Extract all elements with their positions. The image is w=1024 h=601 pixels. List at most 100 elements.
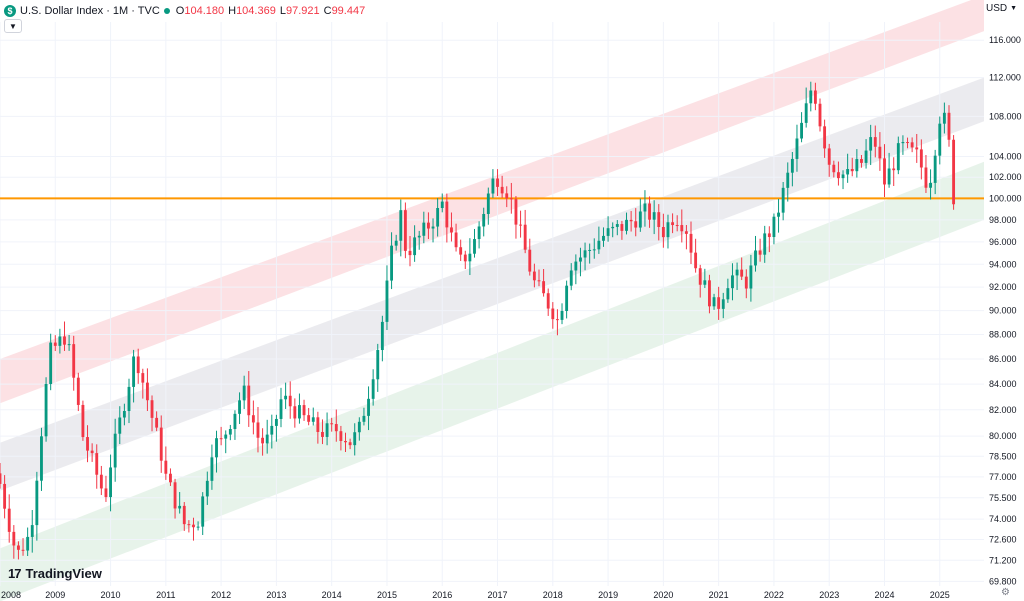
candle-body <box>731 275 734 289</box>
candle <box>367 386 370 431</box>
candle-body <box>201 496 205 527</box>
candle-body <box>758 250 762 255</box>
candle-body <box>606 228 610 236</box>
candle-body <box>684 231 688 234</box>
candle <box>40 427 43 491</box>
candle-body <box>887 168 891 185</box>
candle <box>196 521 200 531</box>
collapse-legend-button[interactable]: ▼ <box>4 19 22 33</box>
y-tick-label: 71.200 <box>989 555 1017 565</box>
candle <box>772 213 776 245</box>
candle <box>247 371 251 427</box>
candle-body <box>919 149 923 168</box>
candle <box>855 149 859 178</box>
candle-body <box>228 429 232 435</box>
candle <box>790 151 794 187</box>
gear-icon[interactable]: ⚙ <box>1001 587 1010 598</box>
y-tick-label: 84.000 <box>989 379 1017 389</box>
candle <box>284 382 288 409</box>
tradingview-logo[interactable]: 17 TradingView <box>8 566 102 581</box>
candle-body <box>95 453 99 475</box>
y-tick-label: 116.000 <box>989 35 1021 45</box>
candle <box>560 303 564 325</box>
candle <box>565 280 569 319</box>
candle-body <box>551 308 555 320</box>
candle <box>523 209 527 254</box>
candle-body <box>21 549 25 551</box>
candle-body <box>675 225 679 227</box>
candle-body <box>883 158 886 185</box>
candle <box>892 157 896 187</box>
candle-body <box>288 395 292 407</box>
candle <box>390 232 394 290</box>
candle <box>818 98 822 132</box>
candle <box>413 225 417 262</box>
candle <box>804 87 808 128</box>
ohlc-close-value: 99.447 <box>331 5 366 17</box>
candle-body <box>514 199 518 225</box>
candle <box>505 186 509 208</box>
x-tick-label: 2025 <box>930 590 950 600</box>
candle-body <box>265 434 269 444</box>
y-tick-label: 75.500 <box>989 493 1017 503</box>
candle-body <box>924 167 928 188</box>
ohlc-high-label: H <box>228 5 237 17</box>
currency-selector[interactable]: USD ▼ <box>986 3 1017 14</box>
candle-body <box>164 460 168 474</box>
candle-body <box>463 254 467 262</box>
candle <box>906 137 909 149</box>
candle <box>809 81 813 112</box>
candle-body <box>560 310 564 320</box>
candle <box>357 417 361 441</box>
candle-body <box>717 297 721 309</box>
candle <box>274 414 278 442</box>
candle <box>491 169 495 198</box>
candle <box>717 286 721 320</box>
candle-body <box>251 415 255 423</box>
candle-body <box>735 269 739 276</box>
candle <box>910 137 914 153</box>
x-tick-label: 2024 <box>874 590 894 600</box>
y-tick-label: 77.000 <box>989 472 1017 482</box>
candle <box>823 119 827 158</box>
candle <box>592 238 596 259</box>
y-tick-label: 86.000 <box>989 354 1017 364</box>
candle <box>99 465 103 496</box>
y-tick-label: 90.000 <box>989 306 1017 316</box>
candle-body <box>436 208 440 227</box>
channel-bands <box>0 0 984 601</box>
candle <box>671 213 675 234</box>
candle-body <box>99 474 103 489</box>
candle <box>666 214 670 249</box>
x-tick-label: 2012 <box>211 590 231 600</box>
candle-body <box>786 172 790 188</box>
y-tick-label: 74.000 <box>989 514 1017 524</box>
candle-body <box>348 442 352 446</box>
candle <box>104 475 108 502</box>
candle <box>532 263 536 288</box>
y-tick-label: 78.500 <box>989 451 1017 461</box>
candle-body <box>468 253 472 262</box>
candle <box>597 226 601 254</box>
candle <box>16 541 20 560</box>
candle-body <box>159 427 163 461</box>
candle <box>473 228 476 258</box>
candle <box>864 139 868 169</box>
candle-body <box>67 344 71 346</box>
candles <box>0 81 956 560</box>
candle <box>362 407 366 426</box>
candle-body <box>344 440 347 443</box>
candle-body <box>72 344 76 378</box>
candle-body <box>906 142 909 144</box>
x-tick-label: 2020 <box>653 590 673 600</box>
candle-body <box>850 169 854 172</box>
y-tick-label: 100.000 <box>989 193 1022 203</box>
symbol-title[interactable]: U.S. Dollar Index · 1M · TVC <box>20 5 160 17</box>
candle <box>952 135 956 210</box>
x-tick-label: 2010 <box>101 590 121 600</box>
candle <box>376 343 380 392</box>
candle <box>638 198 642 232</box>
candle-body <box>532 271 536 281</box>
candle <box>602 227 605 247</box>
